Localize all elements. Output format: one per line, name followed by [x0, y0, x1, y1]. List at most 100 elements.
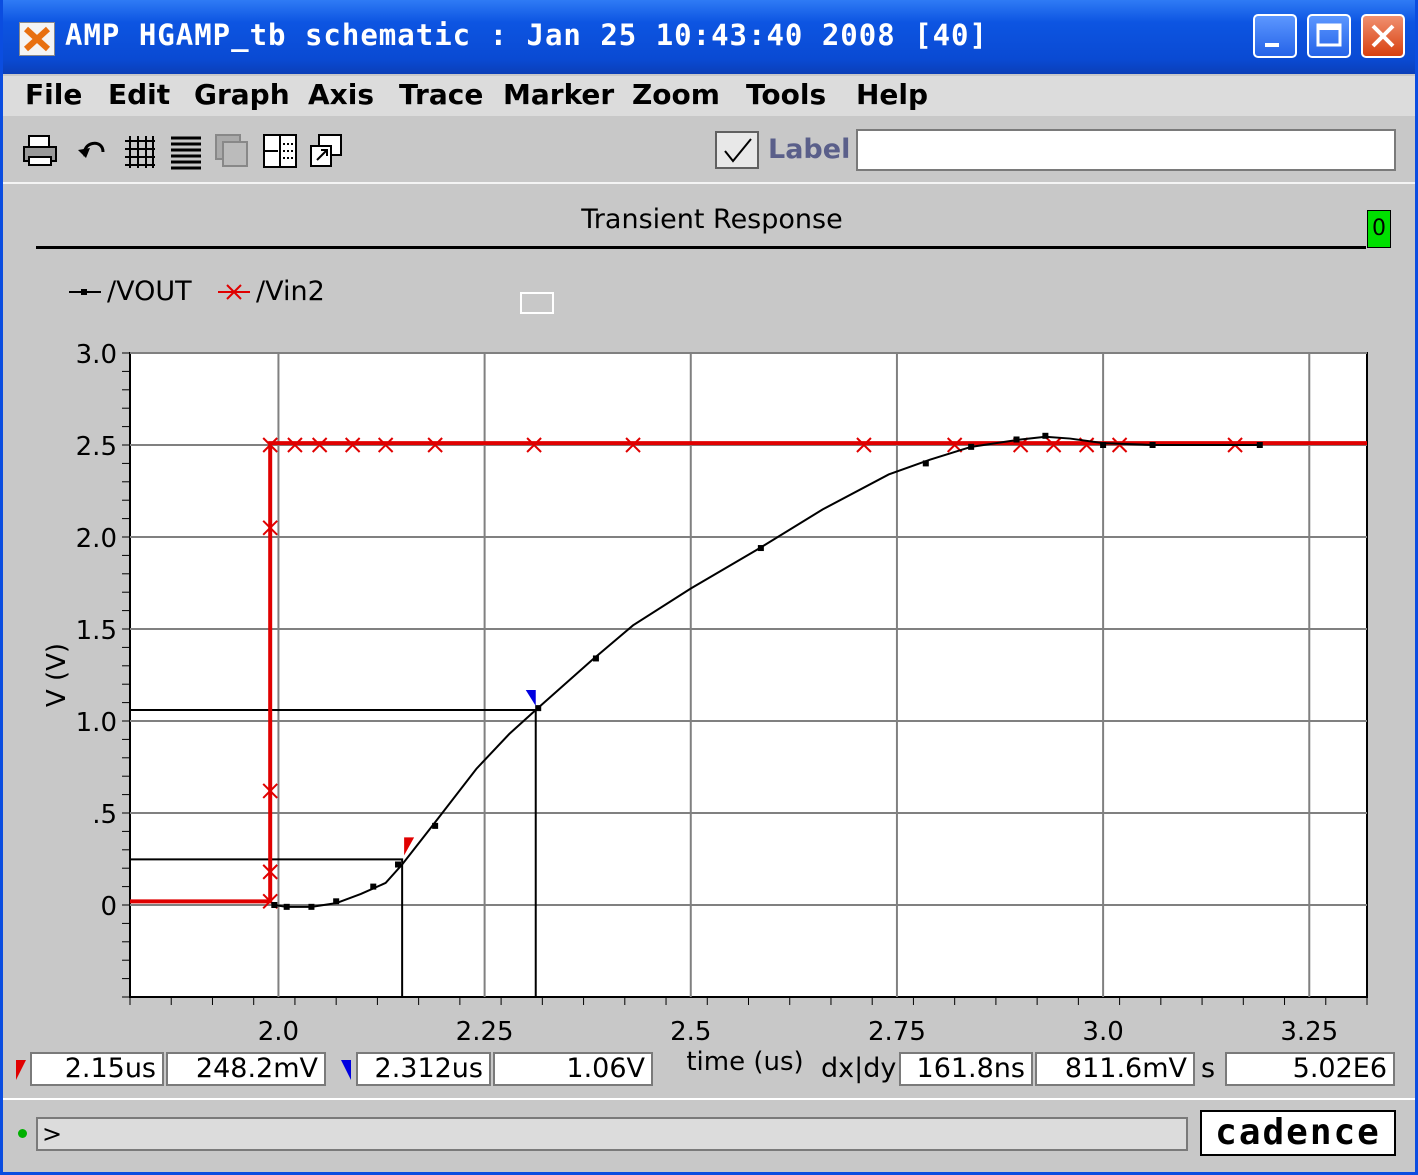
title-divider: [36, 246, 1366, 249]
x-tick-label: 2.0: [258, 1017, 299, 1047]
subwindow-icon[interactable]: [307, 132, 345, 170]
series-vout-point: [592, 655, 599, 662]
y-axis-label: V (V): [42, 643, 72, 707]
legend-swatch-empty: [520, 292, 554, 314]
marker-a-y-field[interactable]: 248.2mV: [166, 1052, 326, 1086]
menu-trace[interactable]: Trace: [399, 78, 484, 111]
menu-file[interactable]: File: [25, 78, 83, 111]
y-tick-label: 3.0: [76, 340, 117, 370]
menu-axis[interactable]: Axis: [308, 78, 374, 111]
series-vout-point: [395, 861, 402, 868]
close-button[interactable]: [1361, 14, 1405, 58]
dx-field[interactable]: 161.8ns: [899, 1052, 1033, 1086]
series-vout-point: [271, 902, 278, 908]
check-icon: [724, 138, 752, 163]
series-vout-point: [1100, 442, 1107, 448]
menu-tools[interactable]: Tools: [746, 78, 827, 111]
split-icon[interactable]: [261, 132, 299, 170]
series-vout-point: [370, 883, 377, 890]
plot-area: [129, 352, 1368, 998]
series-vin2-point: [262, 864, 278, 880]
menu-bar: File Edit Graph Axis Trace Marker Zoom T…: [3, 76, 1415, 116]
app-icon: [19, 22, 55, 56]
series-vout-point: [535, 705, 542, 712]
y-tick-label: 2.5: [76, 432, 117, 462]
series-vin2-point: [427, 437, 443, 453]
series-vin2-point: [526, 437, 542, 453]
marker-a-crosshair: [130, 858, 404, 997]
series-vin2-line: [130, 441, 1367, 904]
series-vin2-point: [311, 437, 328, 453]
strip-icon[interactable]: [167, 132, 205, 170]
grid-icon[interactable]: [121, 132, 159, 170]
series-vout-point: [1149, 442, 1156, 448]
marker-b-y-field[interactable]: 1.06V: [493, 1052, 653, 1086]
series-vout-point: [1042, 432, 1049, 439]
status-indicator-icon: [18, 1129, 27, 1138]
series-vin2-point: [262, 520, 278, 536]
minimize-button[interactable]: [1253, 14, 1297, 58]
series-vin2-point: [262, 437, 278, 453]
label-caption: Label: [768, 134, 851, 165]
x-tick-label: 2.25: [456, 1017, 514, 1047]
command-input[interactable]: >: [36, 1117, 1188, 1151]
series-vout-point: [308, 903, 315, 910]
slope-label: s: [1201, 1053, 1216, 1084]
y-tick-label: 0: [100, 892, 117, 922]
label-checkbox[interactable]: [715, 131, 759, 169]
series-vin2-point: [377, 437, 394, 453]
y-tick-label: 2.0: [76, 524, 117, 554]
x-tick-label: 3.0: [1082, 1017, 1123, 1047]
series-vin2-point: [625, 437, 641, 453]
undo-icon[interactable]: [75, 132, 113, 170]
printer-icon[interactable]: [21, 132, 59, 170]
menu-graph[interactable]: Graph: [194, 78, 290, 111]
series-vin2-point: [1111, 437, 1128, 453]
window-title: AMP HGAMP_tb schematic : Jan 25 10:43:40…: [65, 18, 988, 52]
maximize-button[interactable]: [1307, 14, 1351, 58]
x-axis-label: time (us): [686, 1047, 803, 1077]
series-vout-point: [922, 460, 929, 467]
legend-vin2-icon: [218, 284, 250, 300]
slope-field[interactable]: 5.02E6: [1225, 1052, 1395, 1086]
series-vin2-point: [344, 437, 361, 453]
marker-a-icon: [16, 1060, 26, 1080]
menu-marker[interactable]: Marker: [503, 78, 615, 111]
marker-a-flag: [404, 837, 415, 856]
legend-vin2-label[interactable]: /Vin2: [256, 276, 325, 307]
series-vout-point: [1256, 442, 1263, 448]
series-vin2-point: [1045, 437, 1062, 453]
title-bar[interactable]: AMP HGAMP_tb schematic : Jan 25 10:43:40…: [3, 0, 1415, 74]
series-vin2-point: [856, 437, 872, 453]
x-tick-label: 2.75: [868, 1017, 926, 1047]
cadence-logo: cadence: [1200, 1110, 1396, 1156]
dxdy-label: dx|dy: [821, 1053, 897, 1084]
series-vout-point: [432, 822, 439, 829]
menu-help[interactable]: Help: [856, 78, 929, 111]
label-input[interactable]: [856, 129, 1396, 171]
marker-b-x-field[interactable]: 2.312us: [356, 1052, 491, 1086]
marker-a-x-field[interactable]: 2.15us: [30, 1052, 164, 1086]
series-vout-point: [757, 545, 764, 552]
chart-title: Transient Response: [581, 204, 843, 235]
y-tick-label: 1.5: [76, 616, 117, 646]
menu-zoom[interactable]: Zoom: [632, 78, 720, 111]
x-tick-label: 3.25: [1280, 1017, 1338, 1047]
x-tick-label: 2.5: [670, 1017, 711, 1047]
dy-field[interactable]: 811.6mV: [1035, 1052, 1195, 1086]
y-tick-label: 1.0: [76, 708, 117, 738]
series-vout-point: [283, 903, 290, 910]
legend-vout-label[interactable]: /VOUT: [107, 276, 192, 307]
legend-vout-icon: [69, 289, 101, 295]
menu-edit[interactable]: Edit: [108, 78, 171, 111]
graph-index-badge[interactable]: 0: [1367, 210, 1391, 248]
series-vin2-point: [262, 783, 278, 799]
series-vout-point: [968, 443, 975, 450]
marker-b-flag: [525, 689, 536, 706]
overlay-icon: [215, 134, 248, 167]
transient-chart[interactable]: 2.0 2.25 2.5 2.75 3.0 3.25 3.0 2.5 2.0 1.5 1.0 .5 0 t…: [3, 0, 1418, 1175]
series-vout-point: [1013, 436, 1020, 443]
series-vin2-point: [287, 437, 303, 453]
y-tick-label: .5: [92, 800, 117, 830]
